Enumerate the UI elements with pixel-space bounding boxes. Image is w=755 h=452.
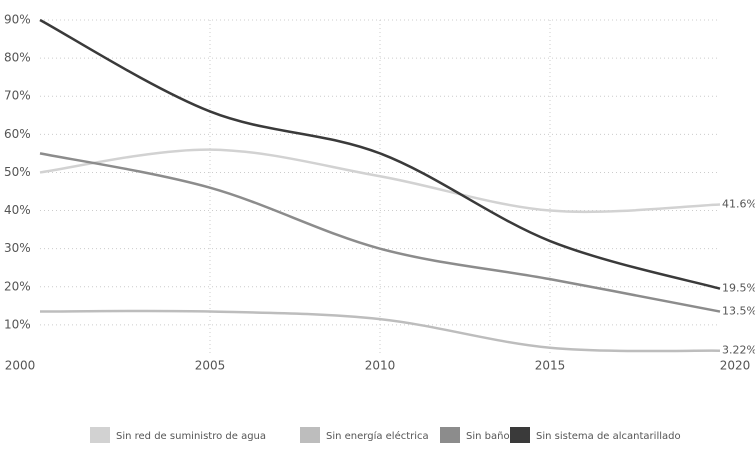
value-label: 13.5% xyxy=(722,305,755,318)
legend-label: Sin red de suministro de agua xyxy=(116,431,266,442)
x-tick-label: 2010 xyxy=(365,359,396,373)
y-tick-label: 60% xyxy=(4,127,31,141)
x-tick-label: 2015 xyxy=(535,359,566,373)
x-tick-label: 2005 xyxy=(195,359,226,373)
legend-label: Sin energía eléctrica xyxy=(326,430,429,442)
x-tick-label: 2020 xyxy=(720,359,751,373)
legend-swatch xyxy=(510,427,530,443)
legend-swatch xyxy=(90,427,110,443)
y-tick-label: 40% xyxy=(4,203,31,217)
y-tick-label: 30% xyxy=(4,241,31,255)
value-label: 19.5% xyxy=(722,282,755,295)
y-tick-label: 20% xyxy=(4,279,31,293)
legend-swatch xyxy=(440,427,460,443)
legend-label: Sin sistema de alcantarillado xyxy=(536,431,681,442)
x-tick-label: 2000 xyxy=(5,359,36,373)
y-tick-label: 50% xyxy=(4,165,31,179)
chart: 10% 20% 30% 40% 50% 60% 70% 80% 90% 2000 2005 2010 2… xyxy=(0,0,755,452)
y-tick-label: 70% xyxy=(4,89,31,103)
y-tick-label: 80% xyxy=(4,51,31,65)
value-label: 3.22% xyxy=(722,344,755,357)
legend-swatch xyxy=(300,427,320,443)
value-label: 41.6% xyxy=(722,197,755,210)
y-tick-label: 90% xyxy=(4,13,31,27)
legend-label: Sin baño xyxy=(466,431,510,442)
y-tick-label: 10% xyxy=(4,317,31,331)
